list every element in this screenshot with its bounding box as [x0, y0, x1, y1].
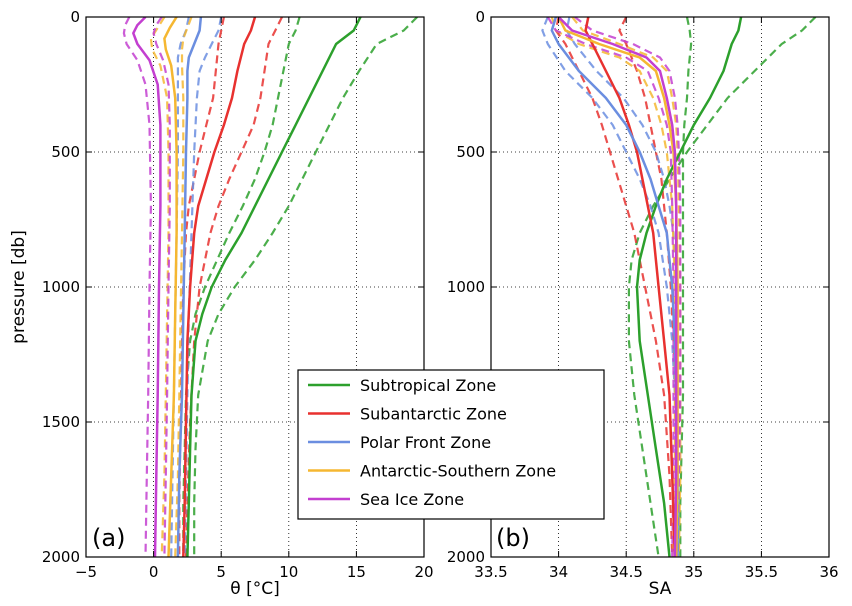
- x-tick-label: 33.5: [474, 563, 507, 581]
- series-line: [163, 17, 178, 557]
- y-tick-label: 500: [51, 143, 80, 161]
- series-line-dashed: [152, 17, 171, 557]
- y-tick-label: 2000: [447, 548, 485, 566]
- series-line: [176, 17, 203, 557]
- panel-a: −5 0 5 10 15 20 0 500 1000 1500 2000 (a) θ [°C] pr…: [9, 8, 434, 599]
- series-line: [182, 17, 257, 557]
- x-tick-label: 35: [684, 563, 703, 581]
- y-tick-label: 0: [70, 8, 80, 26]
- series-line-dashed: [193, 17, 418, 557]
- series-line-dashed: [174, 17, 193, 557]
- series-line-dashed: [679, 17, 693, 557]
- x-axis-label-b: SA: [649, 579, 672, 599]
- y-axis-label: pressure [db]: [9, 230, 29, 344]
- series-line-dashed: [574, 17, 682, 557]
- series-line: [635, 17, 743, 557]
- series-line-dashed: [546, 17, 675, 557]
- grid-a: [86, 17, 424, 557]
- x-axis-label-a: θ [°C]: [230, 579, 279, 599]
- series-line: [186, 17, 362, 557]
- legend-box: [297, 369, 605, 520]
- panel-label-b: (b): [496, 524, 530, 552]
- x-tick-label: 35.5: [745, 563, 778, 581]
- legend-label: Subantarctic Zone: [360, 405, 507, 424]
- series-line: [132, 17, 162, 557]
- legend-label: Subtropical Zone: [360, 376, 496, 395]
- series-line-dashed: [550, 17, 676, 557]
- x-tick-label: 34.5: [609, 563, 642, 581]
- y-tick-label: 0: [475, 8, 485, 26]
- series-line: [584, 17, 677, 557]
- x-tick-label: −5: [75, 563, 97, 581]
- ticks-a: −5 0 5 10 15 20 0 500 1000 1500 2000: [42, 8, 434, 581]
- x-tick-label: 36: [819, 563, 838, 581]
- legend-label: Antarctic-Southern Zone: [360, 462, 556, 481]
- y-tick-label: 1000: [42, 278, 80, 296]
- y-tick-label: 500: [456, 143, 485, 161]
- series-group-b: [541, 17, 817, 557]
- y-tick-label: 1000: [447, 278, 485, 296]
- legend-label: Polar Front Zone: [360, 433, 491, 452]
- series-line: [557, 17, 678, 557]
- x-tick-label: 10: [279, 563, 298, 581]
- series-line: [557, 17, 679, 557]
- x-tick-label: 34: [549, 563, 568, 581]
- y-tick-label: 1500: [42, 413, 80, 431]
- x-tick-label: 5: [216, 563, 226, 581]
- x-tick-label: 20: [414, 563, 433, 581]
- legend: Subtropical Zone Subantarctic Zone Polar F…: [297, 369, 605, 520]
- series-line-dashed: [627, 17, 817, 557]
- x-tick-label: 15: [347, 563, 366, 581]
- series-group-a: [122, 17, 418, 557]
- y-tick-label: 2000: [42, 548, 80, 566]
- x-tick-label: 0: [149, 563, 159, 581]
- panel-label-a: (a): [92, 524, 125, 552]
- series-line-dashed: [554, 17, 674, 557]
- legend-label: Sea Ice Zone: [360, 490, 464, 509]
- series-line-dashed: [122, 17, 152, 557]
